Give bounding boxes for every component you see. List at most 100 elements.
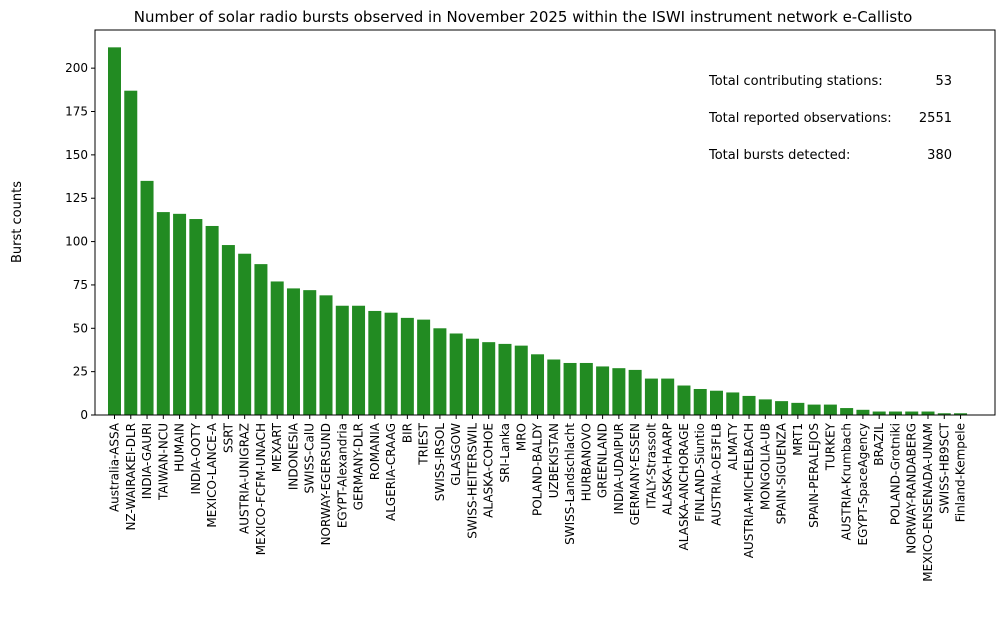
x-tick-label: ROMANIA xyxy=(368,422,382,480)
bar xyxy=(335,305,349,415)
x-tick-label: SWISS-IRSOL xyxy=(433,423,447,502)
x-tick-label: AUSTRIA-Krumbach xyxy=(840,423,854,540)
x-tick-label: HUMAIN xyxy=(173,423,187,472)
x-tick-label: ITALY-Strassolt xyxy=(644,423,658,509)
bar xyxy=(173,213,187,415)
x-tick-label: EGYPT-SpaceAgency xyxy=(856,423,870,546)
y-tick-label: 100 xyxy=(65,235,88,249)
bar xyxy=(140,180,154,415)
bar xyxy=(531,354,545,415)
x-tick-label: POLAND-Grotniki xyxy=(888,423,902,525)
bar xyxy=(807,404,821,415)
bar xyxy=(156,212,170,415)
x-tick-label: ALASKA-HAARP xyxy=(661,423,675,515)
x-tick-label: AUSTRIA-MICHELBACH xyxy=(742,423,756,558)
bar xyxy=(579,362,593,415)
plot-frame xyxy=(94,29,996,416)
bar xyxy=(644,378,658,415)
x-tick-label: GERMANY-ESSEN xyxy=(628,423,642,525)
bars-group xyxy=(108,47,968,416)
bar xyxy=(303,290,317,415)
bar xyxy=(693,388,707,415)
y-tick-label: 75 xyxy=(73,278,88,292)
x-tick-label: MRO xyxy=(514,423,528,451)
info-value: 2551 xyxy=(919,111,952,126)
bar xyxy=(319,295,333,415)
x-tick-label: INDIA-GAURI xyxy=(140,423,154,499)
x-tick-label: Finland-Kempele xyxy=(954,423,968,522)
y-axis: 0 25 50 75 100 125 150 175 200 xyxy=(65,61,95,422)
bar xyxy=(238,253,252,415)
x-tick-label: FINLAND-Siuntio xyxy=(693,423,707,522)
bar xyxy=(791,402,805,415)
bar xyxy=(352,305,366,415)
x-tick-label: TAIWAN-NCU xyxy=(156,423,170,501)
x-tick-label: MONGOLIA-UB xyxy=(758,423,772,510)
bar xyxy=(677,385,691,415)
info-value: 380 xyxy=(927,148,952,163)
x-tick-label: Australia-ASSA xyxy=(108,422,122,512)
x-tick-label: TURKEY xyxy=(823,422,837,471)
chart-title: Number of solar radio bursts observed in… xyxy=(134,8,913,26)
bar xyxy=(124,90,138,415)
info-value: 53 xyxy=(935,74,952,89)
bar xyxy=(563,362,577,415)
y-tick-label: 25 xyxy=(73,365,88,379)
y-tick-label: 150 xyxy=(65,148,88,162)
bar xyxy=(514,345,528,415)
x-tick-label: ALGERIA-CRAAG xyxy=(384,423,398,521)
x-tick-label: BIR xyxy=(400,423,414,443)
x-tick-label: GLASGOW xyxy=(449,423,463,486)
bar xyxy=(221,245,235,415)
x-tick-label: AUSTRIA-UNIGRAZ xyxy=(238,423,252,534)
x-tick-label: AUSTRIA-OE3FLB xyxy=(709,423,723,526)
x-tick-label: SSRT xyxy=(221,422,235,453)
bar xyxy=(189,219,203,415)
bar xyxy=(905,411,919,415)
x-tick-label: NORWAY-EGERSUND xyxy=(319,423,333,545)
x-tick-label: UZBEKISTAN xyxy=(547,423,561,498)
bar xyxy=(400,317,414,415)
x-tick-label: INDIA-OOTY xyxy=(189,422,203,494)
x-tick-label: GERMANY-DLR xyxy=(352,423,366,510)
bar xyxy=(921,411,935,415)
bar xyxy=(270,281,284,415)
x-tick-label: SRI-Lanka xyxy=(498,423,512,483)
x-tick-label: MEXART xyxy=(270,422,284,472)
bar xyxy=(856,409,870,415)
x-tick-label: POLAND-BALDY xyxy=(531,422,545,516)
bar xyxy=(726,392,740,415)
x-tick-label: SPAIN-SIGUENZA xyxy=(775,422,789,524)
x-tick-label: MRT1 xyxy=(791,423,805,456)
bar xyxy=(417,319,431,415)
x-tick-label: NZ-WAIRAKEI-DLR xyxy=(124,423,138,530)
x-tick-label: HURBANOVO xyxy=(579,423,593,501)
x-tick-label: ALASKA-ANCHORAGE xyxy=(677,423,691,550)
y-tick-label: 175 xyxy=(65,105,88,119)
x-tick-label: EGYPT-Alexandria xyxy=(335,423,349,528)
bar xyxy=(937,413,951,415)
bar xyxy=(628,369,642,415)
x-tick-label: INDONESIA xyxy=(286,422,300,490)
bar xyxy=(661,378,675,415)
bar xyxy=(384,312,398,415)
bar xyxy=(368,310,382,415)
bar xyxy=(612,368,626,415)
x-tick-label: ALASKA-COHOE xyxy=(482,423,496,518)
info-label: Total bursts detected: xyxy=(708,148,850,163)
bar xyxy=(872,411,886,415)
bar xyxy=(742,395,756,415)
x-tick-label: NORWAY-RANDABERG xyxy=(905,423,919,554)
bar xyxy=(449,333,463,415)
x-tick-label: SWISS-HB9SCT xyxy=(937,422,951,513)
x-tick-label: SWISS-HEITERSWIL xyxy=(465,423,479,539)
bar xyxy=(888,411,902,415)
x-axis: Australia-ASSA NZ-WAIRAKEI-DLR INDIA-GAURI… xyxy=(108,415,968,582)
bar xyxy=(108,47,121,416)
bar xyxy=(498,343,512,415)
info-label: Total contributing stations: xyxy=(708,74,883,89)
bar xyxy=(205,225,219,415)
x-tick-label: SPAIN-PERALEJOS xyxy=(807,423,821,528)
x-tick-label: SWISS-CalU xyxy=(303,423,317,493)
